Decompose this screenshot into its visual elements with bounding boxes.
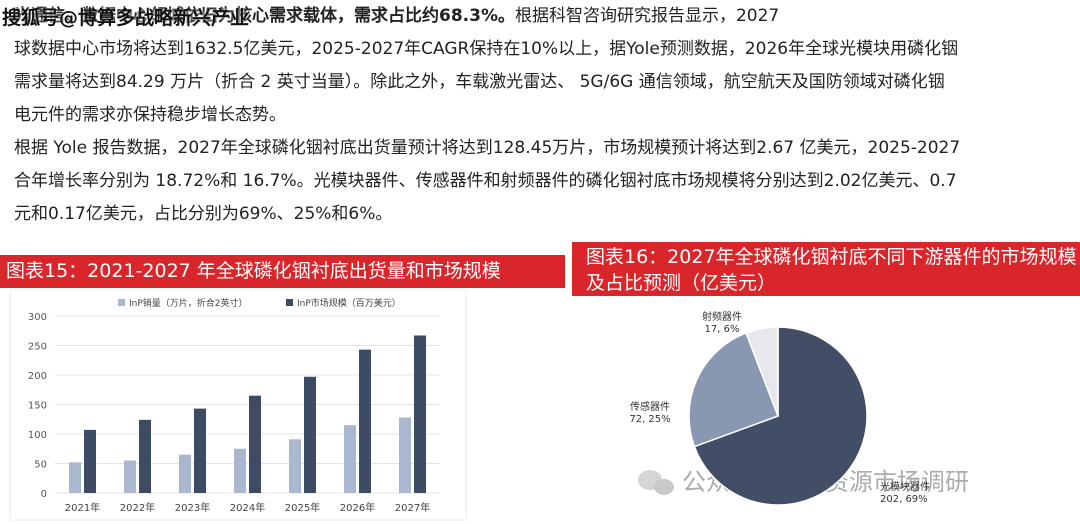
y-tick-label: 100 — [28, 430, 47, 441]
legend-swatch — [118, 299, 125, 306]
text-segment: 需求量将达到84.29 万片（折合 2 英寸当量）。除此之外，车载激光雷达、 5… — [14, 72, 945, 92]
pie-slice — [745, 326, 779, 417]
text-line: 电元件的需求亦保持稳步增长态势。 — [14, 99, 1080, 132]
text-segment: 根据科智咨询研究报告显示，2027 — [514, 6, 780, 26]
value-label: 72, 25% — [629, 414, 670, 425]
text-line: 根据 Yole 报告数据，2027年全球磷化铟衬底出货量预计将达到128.45万… — [14, 132, 1080, 165]
text-segment: 合年增长率分别为 18.72%和 16.7%。光模块器件、传感器件和射频器件的磷… — [14, 171, 957, 191]
bar — [359, 349, 371, 493]
data-label: 传感器件 72, 25% — [629, 400, 670, 425]
value-label: 202, 69% — [880, 494, 928, 505]
text-line: 合年增长率分别为 18.72%和 16.7%。光模块器件、传感器件和射频器件的磷… — [14, 165, 1080, 198]
text-segment: 球数据中心市场将达到1632.5亿美元，2025-2027年CAGR保持在10%… — [14, 39, 959, 59]
top-watermark: 搜狐号@博算多战略新兴产业 — [2, 7, 250, 29]
x-tick-label: 2026年 — [340, 501, 375, 514]
bar — [344, 425, 356, 493]
value-label: 17, 6% — [705, 324, 740, 335]
bar — [399, 417, 411, 493]
text-body: 光通信、数据中心领域依旧为核心需求载体，需求占比约68.3%。根据科智咨询研究报… — [14, 0, 1080, 231]
chart-title: 图表16：2027年全球磷化铟衬底不同下游器件的市场规模及占比预测（亿美元） — [572, 242, 1080, 296]
bar — [234, 448, 246, 493]
text-segment: 元和0.17亿美元，占比分别为69%、25%和6%。 — [14, 204, 393, 224]
bar — [69, 462, 81, 493]
x-tick-label: 2024年 — [230, 501, 265, 514]
y-tick-label: 200 — [28, 371, 47, 382]
x-tick-label: 2022年 — [120, 501, 155, 514]
category-name: 传感器件 — [630, 400, 670, 413]
y-tick-label: 300 — [28, 312, 47, 323]
bar — [304, 376, 316, 493]
chart-title: 图表15：2021-2027 年全球磷化铟衬底出货量和市场规模 — [0, 255, 565, 288]
pie-slice — [688, 331, 779, 448]
legend-swatch — [286, 299, 293, 306]
bar — [84, 429, 96, 493]
text-line: 光通信、数据中心领域依旧为核心需求载体，需求占比约68.3%。根据科智咨询研究报… — [14, 0, 1080, 33]
pie-slice — [693, 326, 868, 506]
bar — [249, 395, 261, 493]
bar — [124, 460, 136, 493]
legend-label: InP销量（万片，折合2英寸） — [129, 297, 248, 309]
bar — [194, 408, 206, 493]
bar — [289, 439, 301, 493]
x-tick-label: 2021年 — [65, 501, 100, 514]
x-tick-label: 2027年 — [395, 501, 430, 514]
y-tick-label: 50 — [34, 460, 47, 471]
data-label: 射频器件 17, 6% — [702, 310, 742, 335]
x-tick-label: 2025年 — [285, 501, 320, 514]
legend-label: InP市场规模（百万美元） — [297, 297, 401, 309]
chart-frame — [9, 289, 467, 521]
text-segment: 光通信、数据中心领域依旧为核心需求载体，需求占比约68.3%。 — [14, 6, 515, 26]
text-line: 元和0.17亿美元，占比分别为69%、25%和6%。 — [14, 198, 1080, 231]
x-tick-label: 2023年 — [175, 501, 210, 514]
bar — [139, 419, 151, 493]
y-tick-label: 250 — [28, 342, 47, 353]
text-line: 球数据中心市场将达到1632.5亿美元，2025-2027年CAGR保持在10%… — [14, 33, 1080, 66]
y-tick-label: 150 — [28, 401, 47, 412]
y-tick-label: 0 — [41, 489, 47, 500]
data-label: 光模块器件 202, 69% — [880, 480, 930, 505]
text-line: 需求量将达到84.29 万片（折合 2 英寸当量）。除此之外，车载激光雷达、 5… — [14, 66, 1080, 99]
category-name: 光模块器件 — [880, 480, 930, 493]
wechat-icon — [638, 470, 674, 495]
bar — [179, 454, 191, 493]
category-name: 射频器件 — [702, 310, 742, 323]
bar — [414, 335, 426, 493]
text-segment: 电元件的需求亦保持稳步增长态势。 — [14, 105, 286, 125]
text-segment: 根据 Yole 报告数据，2027年全球磷化铟衬底出货量预计将达到128.45万… — [14, 138, 961, 158]
